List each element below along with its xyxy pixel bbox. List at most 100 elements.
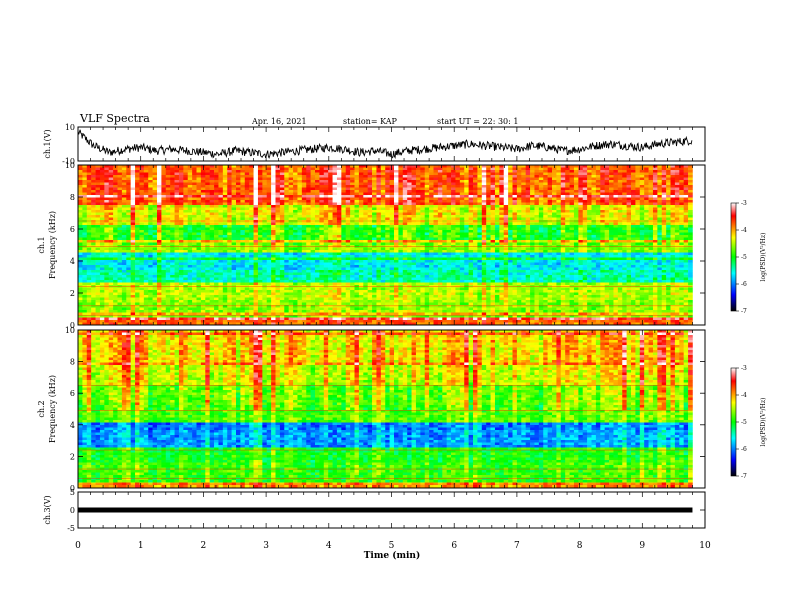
ch1-spectrogram-cell	[78, 200, 83, 203]
ch1-spectrogram-cell	[635, 232, 641, 236]
ch1-spectrogram-cell	[192, 190, 197, 193]
ch1-spectrogram-cell	[288, 207, 294, 211]
ch1-spectrogram-cell	[626, 235, 632, 238]
ch1-spectrogram-cell	[165, 215, 171, 218]
ch1-spectrogram-cell	[622, 197, 627, 201]
ch1-spectrogram-cell	[683, 167, 689, 171]
ch1-spectrogram-cell	[187, 172, 193, 176]
ch1-spectrogram-cell	[78, 207, 83, 211]
ch1-spectrogram-cell	[367, 187, 373, 191]
ch1-spectrogram-cell	[152, 175, 158, 178]
ch1-spectrogram-cell	[547, 190, 553, 193]
ch1-spectrogram-cell	[231, 237, 237, 241]
ch1-spectrogram-cell	[512, 207, 518, 211]
ch1-spectrogram-cell	[468, 247, 474, 251]
ch1-spectrogram-cell	[424, 217, 430, 221]
ch1-spectrogram-cell	[178, 165, 184, 168]
ch1-spectrogram-cell	[424, 190, 430, 193]
ch1-spectrogram-cell	[494, 172, 500, 176]
ch1-spectrogram-cell	[367, 212, 373, 216]
ch1-spectrogram-cell	[380, 247, 386, 251]
ch1-spectrogram-cell	[503, 227, 509, 231]
ch1-spectrogram-cell	[437, 195, 443, 198]
ch1-spectrogram-cell	[192, 187, 197, 191]
ch1-spectrogram-cell	[121, 175, 127, 178]
ch1-spectrogram-cell	[284, 250, 289, 253]
ch1-spectrogram-cell	[354, 165, 360, 168]
ch1-spectrogram-cell	[174, 202, 180, 206]
ch1-spectrogram-cell	[126, 222, 131, 226]
ch1-spectrogram-cell	[455, 235, 461, 238]
ch1-spectrogram-cell	[591, 202, 597, 206]
ch1-spectrogram-cell	[661, 187, 667, 191]
ch1-spectrogram-cell	[424, 210, 430, 213]
ch1-spectrogram-cell	[565, 197, 570, 201]
ch1-spectrogram-cell	[516, 242, 522, 246]
ch1-spectrogram-cell	[481, 200, 487, 203]
ch1-spectrogram-cell	[336, 207, 342, 211]
ch1-spectrogram-cell	[639, 192, 645, 196]
ch1-spectrogram-cell	[446, 192, 452, 196]
ch1-spectrogram-cell	[257, 177, 263, 181]
ch1-spectrogram-cell	[530, 205, 535, 208]
ch1-spectrogram-cell	[174, 232, 180, 236]
ch1-spectrogram-cell	[569, 205, 575, 208]
ch1-spectrogram-cell	[617, 172, 623, 176]
ch1-spectrogram-cell	[117, 212, 123, 216]
ch1-spectrogram-cell	[157, 230, 162, 233]
ch1-spectrogram-cell	[604, 187, 610, 191]
ch1-spectrogram-cell	[565, 237, 570, 241]
ch1-spectrogram-cell	[591, 250, 597, 253]
ch1-spectrogram-cell	[481, 177, 487, 181]
ch1-spectrogram-cell	[315, 247, 320, 251]
ch1-spectrogram-cell	[499, 177, 505, 181]
ch1-spectrogram-cell	[385, 220, 390, 223]
ch1-spectrogram-cell	[552, 227, 557, 231]
ch1-spectrogram-cell	[91, 200, 96, 203]
ch1-spectrogram-cell	[376, 205, 382, 208]
ch1-spectrogram-cell	[508, 190, 513, 193]
ch1-spectrogram-cell	[214, 235, 219, 238]
ch1-spectrogram-cell	[394, 192, 399, 196]
ch1-spectrogram-cell	[104, 232, 110, 236]
ch1-spectrogram-cell	[279, 177, 285, 181]
ch1-spectrogram-cell	[446, 197, 452, 201]
ch1-spectrogram-cell	[236, 220, 241, 223]
ch1-spectrogram-cell	[683, 170, 689, 173]
ch1-spectrogram-cell	[595, 172, 601, 176]
ch1-spectrogram-cell	[135, 247, 140, 251]
ch1-spectrogram-cell	[508, 197, 513, 201]
ch1-spectrogram-cell	[257, 167, 263, 171]
ch1-spectrogram-cell	[499, 230, 505, 233]
ch1-spectrogram-cell	[376, 180, 382, 183]
ch1-spectrogram-cell	[367, 165, 373, 168]
ch1-spectrogram-cell	[253, 177, 259, 181]
ch1-spectrogram-cell	[293, 167, 298, 171]
ch1-spectrogram-cell	[547, 170, 553, 173]
ch1-spectrogram-cell	[477, 182, 483, 186]
ch1-spectrogram-cell	[578, 225, 584, 228]
ch1-spectrogram-cell	[157, 170, 162, 173]
ch1-spectrogram-cell	[293, 205, 298, 208]
ch1-spectrogram-cell	[582, 247, 588, 251]
ch1-spectrogram-cell	[468, 180, 474, 183]
ch1-spectrogram-cell	[108, 242, 114, 246]
ch1-spectrogram-cell	[218, 235, 224, 238]
ch1-spectrogram-cell	[293, 192, 298, 196]
ch1-spectrogram-cell	[293, 232, 298, 236]
ch1-spectrogram-cell	[622, 185, 627, 188]
ch1-spectrogram-cell	[350, 225, 355, 228]
ch1-spectrogram-cell	[516, 230, 522, 233]
ch1-spectrogram-cell	[543, 235, 548, 238]
ch1-spectrogram-cell	[516, 217, 522, 221]
ch1-spectrogram-cell	[275, 232, 281, 236]
ch1-spectrogram-cell	[152, 182, 158, 186]
ch1-spectrogram-cell	[222, 175, 228, 178]
ch1-spectrogram-cell	[222, 240, 228, 243]
ch1-spectrogram-cell	[367, 240, 373, 243]
ch1-spectrogram-cell	[494, 185, 500, 188]
ch1-spectrogram-cell	[411, 225, 417, 228]
ch1-spectrogram-cell	[591, 222, 597, 226]
ch1-spectrogram-cell	[139, 195, 145, 198]
ch1-spectrogram-cell	[372, 165, 377, 168]
